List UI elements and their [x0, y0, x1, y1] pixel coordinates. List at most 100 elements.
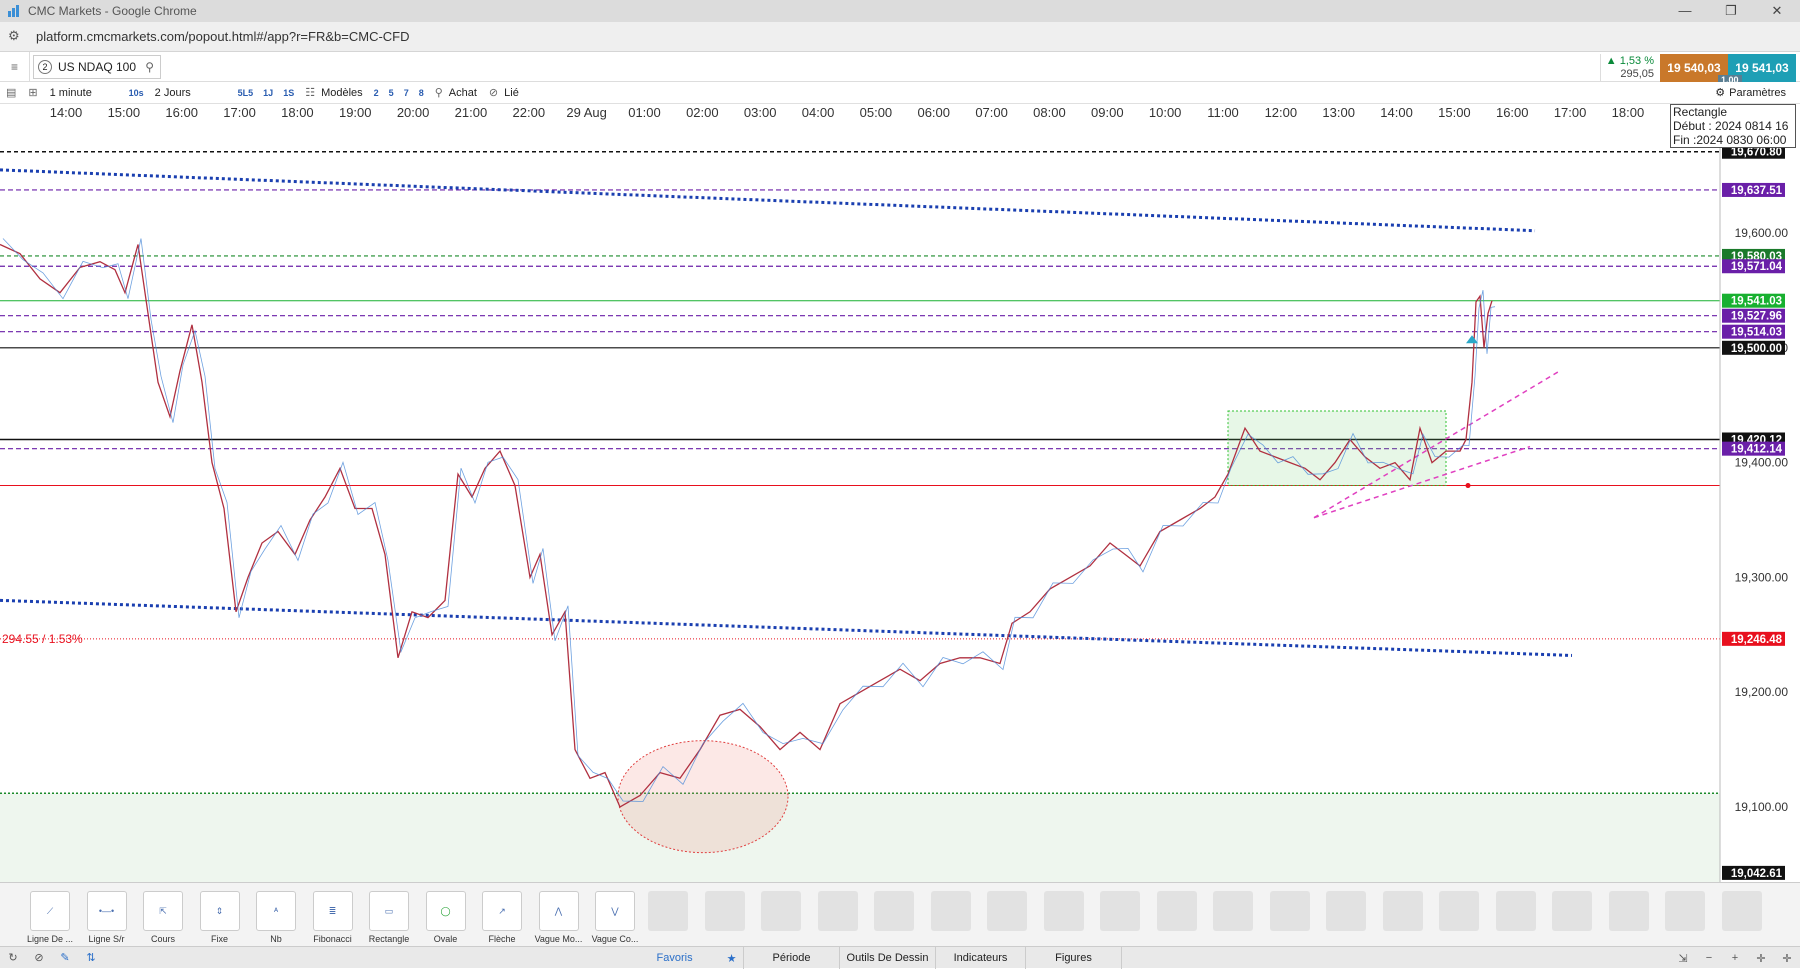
- address-bar[interactable]: ⚙ platform.cmcmarkets.com/popout.html#/a…: [0, 22, 1800, 52]
- draw-tool[interactable]: ≣ Fibonacci: [305, 891, 361, 944]
- sell-price-button[interactable]: 19 540,03: [1660, 54, 1728, 82]
- empty-tool-slot[interactable]: [1608, 891, 1649, 931]
- draw-tool[interactable]: ⋁ Vague Co...: [587, 891, 643, 944]
- button-5[interactable]: 5: [388, 87, 394, 98]
- buy-price: 19 541,03: [1735, 61, 1789, 75]
- price-label: 19,541.03: [1731, 296, 1782, 308]
- hamburger-menu-icon[interactable]: ≡: [0, 51, 30, 82]
- buy-marker-icon: [1466, 335, 1478, 344]
- search-icon[interactable]: ⚲: [145, 59, 154, 74]
- price-tick: 19,400.00: [1735, 456, 1789, 470]
- crosshair-icon[interactable]: ✛: [1756, 952, 1766, 965]
- zoom-in-icon[interactable]: +: [1731, 952, 1739, 964]
- minimize-button[interactable]: —: [1678, 3, 1692, 18]
- button-2[interactable]: 2: [373, 87, 379, 98]
- chart-type-icon[interactable]: ▤: [6, 87, 17, 99]
- empty-tool-slot[interactable]: [987, 891, 1027, 931]
- close-button[interactable]: ✕: [1771, 3, 1783, 18]
- button-7[interactable]: 7: [403, 87, 409, 98]
- time-tick: 17:00: [1553, 105, 1587, 120]
- buy-tag-icon[interactable]: ⚲: [434, 87, 443, 99]
- settings-button[interactable]: ⚙ Paramètres: [1715, 86, 1800, 100]
- draw-tool[interactable]: ▭ Rectangle: [361, 891, 417, 944]
- pencil-icon[interactable]: ✎: [60, 952, 70, 964]
- interval-select[interactable]: 1 minute: [49, 86, 92, 99]
- refresh-icon[interactable]: ↻: [8, 952, 18, 964]
- empty-tool-slot[interactable]: [1100, 891, 1140, 931]
- empty-tool-slot[interactable]: [1665, 891, 1705, 931]
- draw-tool[interactable]: ⇱ Cours: [135, 891, 191, 944]
- draw-tool[interactable]: ᴬ Nb: [248, 891, 304, 944]
- tf-1s[interactable]: 1S: [283, 87, 295, 98]
- price-tick: 19,600.00: [1735, 226, 1789, 240]
- site-settings-icon[interactable]: ⚙: [8, 27, 20, 43]
- empty-tool-slot[interactable]: [1326, 891, 1366, 931]
- crosshair-alt-icon[interactable]: ✛: [1782, 952, 1792, 965]
- bottom-ellipse: [617, 740, 789, 854]
- price-label: 19,527.96: [1731, 311, 1782, 323]
- empty-tool-slot[interactable]: [761, 891, 801, 931]
- tf-1j[interactable]: 1J: [263, 87, 274, 98]
- tf-5l5[interactable]: 5L5: [237, 87, 254, 98]
- tab-outils[interactable]: Outils De Dessin: [840, 947, 936, 969]
- price-label-box: [1722, 865, 1785, 880]
- instrument-number: 2: [38, 59, 52, 74]
- cursor-icon[interactable]: ⇅: [86, 952, 96, 964]
- period-select[interactable]: 2 Jours: [154, 86, 191, 99]
- draw-tool-icon: ↗: [482, 891, 522, 931]
- link-icon[interactable]: ⊘: [488, 87, 499, 99]
- empty-tool-slot[interactable]: [704, 891, 745, 931]
- draw-tool-label: Cours: [150, 934, 175, 944]
- empty-tool-slot[interactable]: [1269, 891, 1310, 931]
- time-tick: 07:00: [975, 105, 1008, 120]
- draw-tool-label: Fibonacci: [313, 934, 352, 944]
- layout-icon[interactable]: ⊞: [28, 87, 38, 99]
- tf-10s[interactable]: 10s: [128, 87, 144, 98]
- empty-tool-slot[interactable]: [1043, 891, 1084, 931]
- button-8[interactable]: 8: [418, 87, 424, 98]
- instrument-selector[interactable]: 2 US NDAQ 100 ⚲: [33, 54, 161, 79]
- empty-tool-slot[interactable]: [1439, 891, 1479, 931]
- consolidation-rectangle: [1227, 410, 1447, 487]
- tab-favoris[interactable]: Favoris ★: [650, 947, 744, 969]
- tab-periode[interactable]: Période: [744, 947, 840, 969]
- price-label-box: [1722, 293, 1785, 308]
- empty-tool-slot[interactable]: [874, 891, 914, 931]
- empty-tool-slot[interactable]: [1721, 891, 1762, 931]
- draw-tool[interactable]: ⟋ Ligne De ...: [22, 891, 78, 944]
- time-tick: 19:00: [338, 105, 372, 120]
- zoom-out-icon[interactable]: −: [1705, 952, 1713, 964]
- models-button[interactable]: Modèles: [321, 86, 363, 99]
- draw-tool-icon: ⇕: [199, 891, 240, 931]
- wedge-line-lower: [1313, 445, 1531, 519]
- time-tick: 15:00: [1438, 105, 1471, 120]
- draw-tool[interactable]: •—• Ligne S/r: [79, 891, 135, 944]
- cancel-icon[interactable]: ⊘: [34, 952, 44, 964]
- draw-tool[interactable]: ↗ Flèche: [474, 891, 530, 944]
- buy-price-button[interactable]: 19 541,03 1,00: [1718, 54, 1796, 85]
- draw-tool[interactable]: ⋀ Vague Mo...: [531, 891, 587, 944]
- empty-tool-slot[interactable]: [1382, 891, 1423, 931]
- empty-tool-slot[interactable]: [1156, 891, 1197, 931]
- buy-button[interactable]: Achat: [448, 86, 477, 99]
- fit-icon[interactable]: ⇲: [1678, 952, 1688, 965]
- linked-button[interactable]: Lié: [504, 86, 519, 99]
- tab-indicateurs[interactable]: Indicateurs: [936, 947, 1026, 969]
- empty-tool-slot[interactable]: [648, 891, 688, 931]
- empty-tool-slot[interactable]: [930, 891, 971, 931]
- empty-tool-slot[interactable]: [817, 891, 858, 931]
- empty-tool-slot[interactable]: [1552, 891, 1592, 931]
- draw-tool[interactable]: ⇕ Fixe: [192, 891, 248, 944]
- empty-tool-slot[interactable]: [1213, 891, 1253, 931]
- instrument-toolbar: ≡ 2 US NDAQ 100 ⚲: [0, 51, 1800, 82]
- empty-tool-slot[interactable]: [1495, 891, 1536, 931]
- draw-tool[interactable]: ◯ Ovale: [418, 891, 474, 944]
- time-tick: 04:00: [801, 105, 835, 120]
- restore-button[interactable]: ❐: [1725, 3, 1737, 18]
- price-chart[interactable]: 294.55 / 1.53% 19,600.00 19,500.00 19,400.0…: [0, 122, 1800, 882]
- window-titlebar: CMC Markets - Google Chrome — ❐ ✕: [0, 0, 1800, 22]
- price-label-box: [1722, 182, 1785, 197]
- tab-figures[interactable]: Figures: [1026, 947, 1122, 969]
- models-icon[interactable]: ☷: [305, 87, 316, 99]
- price-label: 19,246.48: [1731, 634, 1783, 646]
